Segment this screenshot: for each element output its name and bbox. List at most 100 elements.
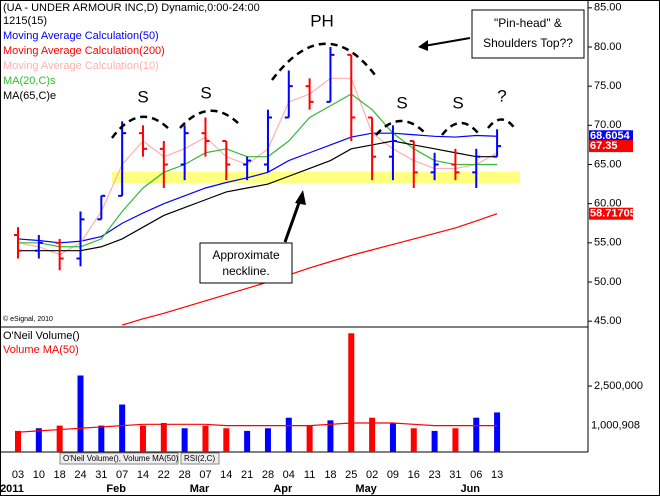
volume-bar — [327, 420, 334, 452]
copyright: © eSignal, 2010 — [3, 315, 53, 323]
x-tick-label: 06 — [470, 469, 482, 481]
volume-bar — [223, 428, 230, 452]
x-tick-label: 25 — [345, 469, 357, 481]
value-label: 68.6054 — [590, 130, 631, 142]
x-tick-label: 24 — [74, 469, 86, 481]
volume-bar — [410, 428, 417, 452]
volume-bar — [244, 430, 251, 452]
volume-bar — [264, 428, 271, 452]
month-label: 2011 — [0, 483, 24, 495]
ma-line — [18, 93, 498, 248]
y-tick-label: 70.00 — [594, 119, 622, 131]
arrow — [423, 37, 471, 47]
month-label: Apr — [273, 483, 293, 495]
y-tick-label: 2,500,000 — [594, 380, 643, 392]
volume-ma-line — [17, 422, 498, 433]
chart-subtitle: 1215(15) — [3, 15, 47, 27]
arrow-head — [418, 40, 428, 51]
y-tick-label: 75.00 — [594, 80, 622, 92]
x-tick-label: 09 — [387, 469, 399, 481]
value-label-bg — [589, 130, 633, 143]
volume-bar — [202, 425, 209, 452]
ma-line — [17, 132, 498, 244]
x-tick-label: 21 — [241, 469, 253, 481]
arrow-head — [295, 190, 306, 205]
month-label: Jun — [460, 483, 480, 495]
x-tick-label: 14 — [220, 469, 232, 481]
value-label: 58.71705 — [590, 208, 636, 220]
x-tick-label: 07 — [116, 469, 128, 481]
x-tick-label: 23 — [428, 469, 440, 481]
legend-entry: MA(65,C)e — [3, 90, 56, 102]
volume-bar — [285, 417, 292, 452]
volume-bar — [56, 425, 63, 452]
month-label: May — [355, 483, 377, 495]
neckline-band — [112, 171, 520, 184]
chart-title: (UA - UNDER ARMOUR INC,D) Dynamic,0:00-2… — [3, 2, 260, 14]
ma-line — [121, 213, 498, 326]
x-tick-label: 31 — [95, 469, 107, 481]
legend-entry: Moving Average Calculation(50) — [3, 30, 159, 42]
tab[interactable] — [180, 452, 220, 465]
value-label-bg — [589, 140, 633, 153]
y-tick-label: 50.00 — [594, 276, 622, 288]
volume-bar — [35, 428, 42, 452]
volume-bar — [77, 375, 84, 452]
annotation: S — [200, 83, 211, 102]
x-tick-label: 18 — [324, 469, 336, 481]
annotation: S — [137, 87, 148, 106]
y-tick-label: 45.00 — [594, 315, 622, 327]
volume-bar — [181, 428, 188, 452]
legend-entry: MA(20,C)s — [3, 75, 56, 87]
volume-bar — [452, 428, 459, 452]
x-tick-label: 28 — [262, 469, 274, 481]
callout-text: "Pin-head" & — [494, 16, 562, 30]
y-tick-label: 65.00 — [594, 158, 622, 170]
x-tick-label: 04 — [283, 469, 295, 481]
callout-text: neckline. — [222, 264, 269, 278]
volume-bar — [348, 333, 355, 452]
x-tick-label: 16 — [408, 469, 420, 481]
month-label: Feb — [106, 483, 126, 495]
callout-text: Approximate — [212, 248, 280, 262]
annotation: ? — [497, 86, 506, 105]
volume-bar — [119, 404, 126, 452]
x-tick-label: 28 — [179, 469, 191, 481]
volume-bar — [389, 422, 396, 452]
value-label-bg — [589, 207, 633, 220]
y-tick-label: 55.00 — [594, 237, 622, 249]
volume-bar — [15, 430, 21, 452]
x-tick-label: 13 — [491, 469, 503, 481]
callout-text: Shoulders Top?? — [483, 36, 573, 50]
annotation: S — [452, 93, 463, 112]
volume-bar — [369, 417, 376, 452]
volume-bar — [431, 430, 438, 452]
volume-bar — [306, 425, 313, 452]
y-tick-label: 85.00 — [594, 2, 622, 14]
x-tick-label: 11 — [304, 469, 315, 481]
callout-box — [199, 242, 293, 284]
annotation-arcs — [110, 42, 518, 139]
volume-title: O'Neil Volume() — [3, 330, 80, 342]
value-label: 1,000,908 — [591, 419, 640, 431]
x-tick-label: 03 — [12, 469, 24, 481]
volume-bar — [160, 422, 167, 452]
legend-entry: Moving Average Calculation(10) — [3, 60, 159, 72]
tab-label: RSI(2,C) — [184, 454, 215, 463]
annotation: S — [396, 93, 407, 112]
x-tick-label: 22 — [158, 469, 170, 481]
x-tick-label: 07 — [199, 469, 211, 481]
x-tick-label: 18 — [54, 469, 66, 481]
volume-ma-name: Volume MA(50) — [3, 344, 79, 356]
legend-entry: Moving Average Calculation(200) — [3, 45, 165, 57]
volume-bar — [494, 412, 501, 452]
x-tick-label: 14 — [137, 469, 149, 481]
callout-box — [471, 9, 585, 59]
ma-line — [18, 140, 498, 252]
y-tick-label: 60.00 — [594, 198, 622, 210]
tab[interactable] — [59, 452, 179, 465]
x-tick-label: 10 — [33, 469, 45, 481]
arrow — [283, 199, 302, 243]
y-tick-label: 80.00 — [594, 41, 622, 53]
